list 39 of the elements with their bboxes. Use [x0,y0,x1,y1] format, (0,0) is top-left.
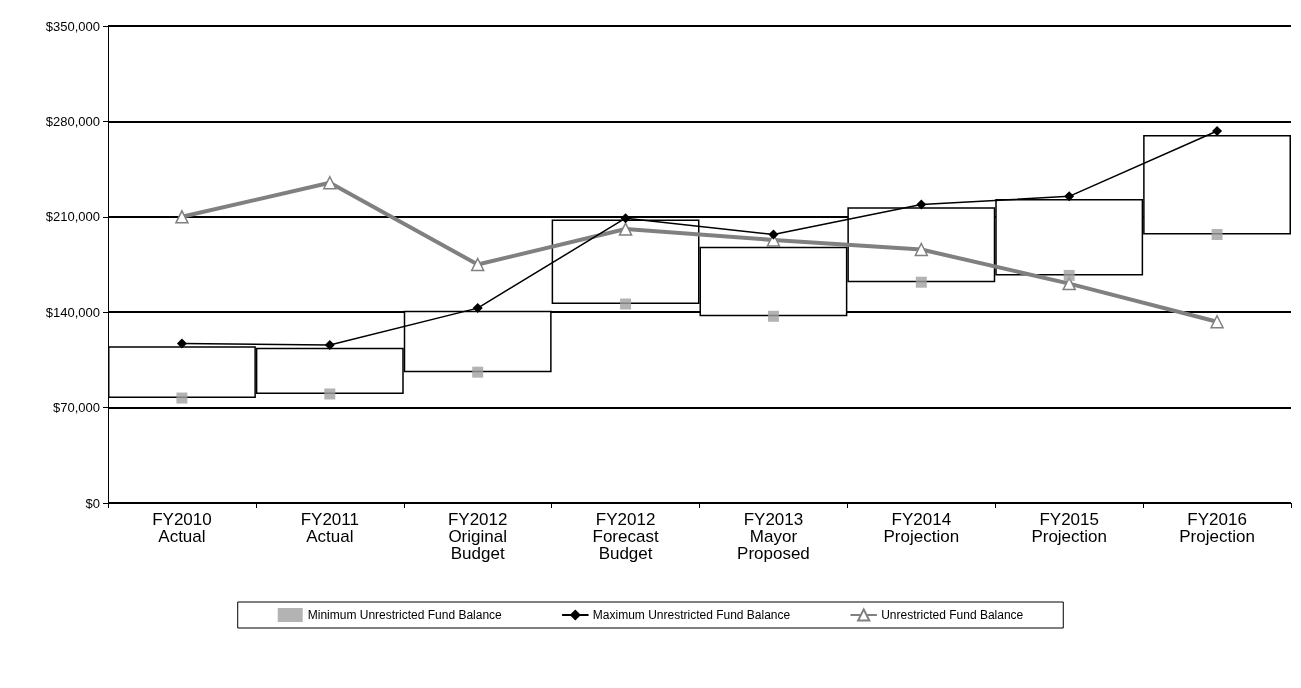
point [620,298,632,310]
x-tick-label: FY2012 Original Budget [447,510,508,563]
y-tick-label: $280,000 [45,113,100,129]
legend-label: Maximum Unrestricted Fund Balance [592,608,791,622]
x-tick-label: FY2015 Projection [1031,510,1107,546]
y-tick-label: $210,000 [45,209,100,225]
point [324,339,335,350]
point [915,276,927,288]
point [1064,191,1075,202]
point [916,199,927,210]
point [1210,314,1224,329]
point [472,303,483,314]
point [323,175,337,190]
x-tick-label: FY2013 Mayor Proposed [737,510,810,563]
point [175,210,189,224]
point [324,388,336,400]
point [618,222,633,236]
point [768,229,779,240]
point [176,392,188,404]
point [1063,269,1075,281]
point [1212,125,1223,136]
point [176,338,187,349]
x-tick-label: FY2014 Projection [883,510,960,546]
point [914,242,929,257]
point [767,310,779,322]
y-tick-label: $350,000 [45,18,100,34]
point [1211,229,1223,241]
point [620,213,631,224]
x-tick-label: FY2012 Forecast Budget [592,510,659,563]
x-tick-label: FY2011 Actual [300,510,359,546]
y-tick-label: $0 [85,495,100,511]
point [470,257,485,272]
x-tick-label: FY2010 Actual [152,510,212,546]
y-tick-label: $140,000 [45,304,100,320]
x-tick-label: FY2016 Projection [1179,510,1255,546]
legend-label: Unrestricted Fund Balance [881,608,1024,622]
y-tick-label: $70,000 [53,400,100,416]
point [472,366,484,378]
legend-label: Minimum Unrestricted Fund Balance [307,608,503,622]
